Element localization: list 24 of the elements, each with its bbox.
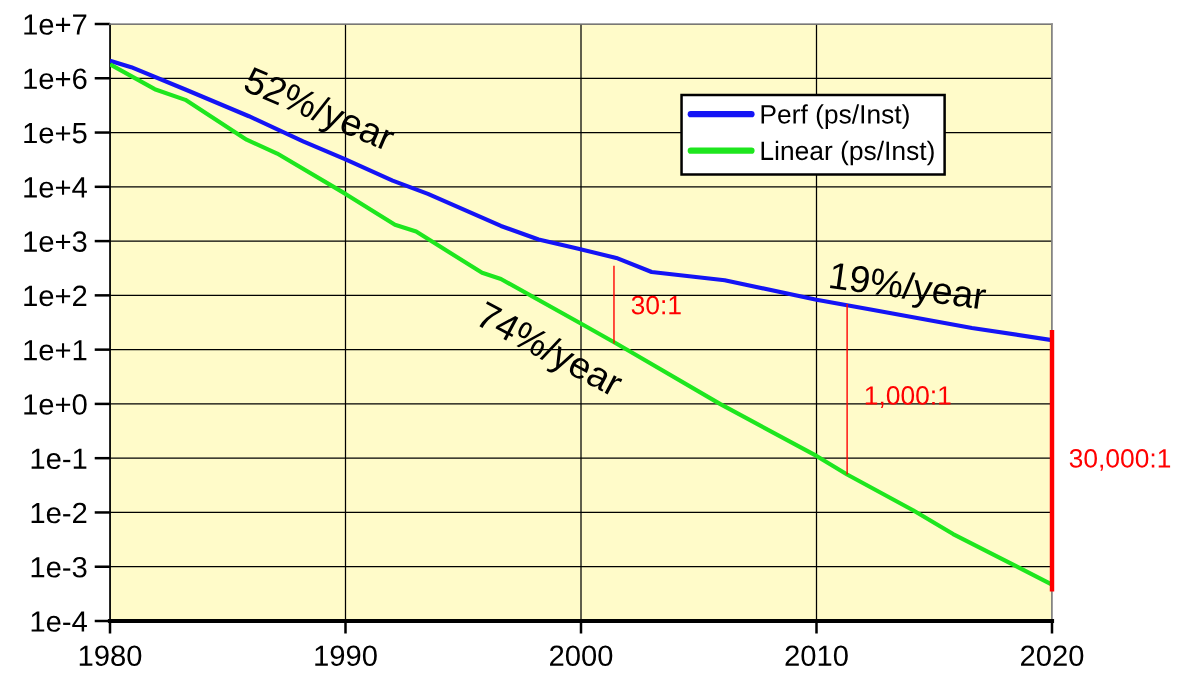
x-tick-label: 2000 <box>550 645 613 667</box>
y-tick-label: 1e+6 <box>24 68 87 90</box>
y-tick-label: 1e+3 <box>24 231 87 252</box>
x-tick-label: 1980 <box>79 645 142 667</box>
y-tick-label: 1e-2 <box>31 502 87 524</box>
y-tick-label: 1e-4 <box>31 611 87 632</box>
y-tick-label: 1e+0 <box>24 394 87 415</box>
line-series <box>110 62 1052 587</box>
legend-label: Linear (ps/Inst) <box>761 140 934 166</box>
y-tick-label: 1e-1 <box>31 448 87 470</box>
y-tick-label: 1e-3 <box>31 556 87 578</box>
y-tick-label: 1e+4 <box>24 177 87 198</box>
annotation: 1,000:1 <box>865 386 951 408</box>
y-tick-label: 1e+5 <box>24 123 87 144</box>
annotation: 30,000:1 <box>1069 449 1171 471</box>
x-tick-label: 1990 <box>315 645 377 667</box>
x-tick-label: 2010 <box>785 645 848 667</box>
y-tick-label: 1e+2 <box>24 285 87 307</box>
x-tick-label: 2020 <box>1021 645 1084 667</box>
annotation: 19%/year <box>828 261 988 318</box>
annotation: 30:1 <box>631 295 681 315</box>
y-tick-label: 1e+7 <box>24 14 87 35</box>
y-tick-label: 1e+1 <box>24 340 87 361</box>
legend-label: Perf (ps/Inst) <box>761 104 909 129</box>
